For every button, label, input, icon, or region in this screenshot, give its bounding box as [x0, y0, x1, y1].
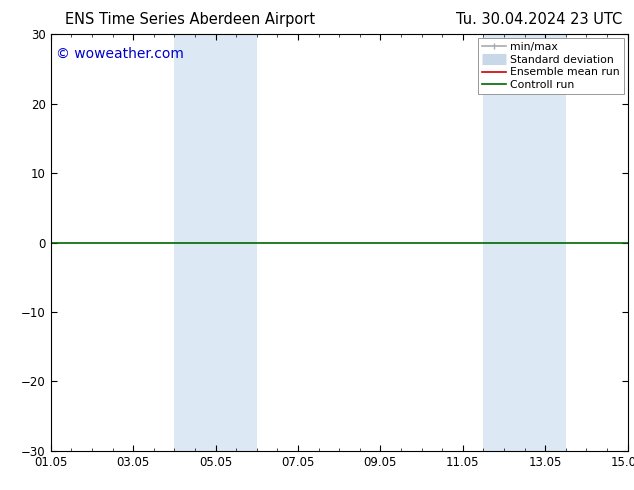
Text: Tu. 30.04.2024 23 UTC: Tu. 30.04.2024 23 UTC: [456, 12, 623, 27]
Bar: [174, 34, 257, 451]
Text: ENS Time Series Aberdeen Airport: ENS Time Series Aberdeen Airport: [65, 12, 315, 27]
Bar: [483, 34, 566, 451]
Text: © woweather.com: © woweather.com: [56, 47, 184, 61]
Legend: min/max, Standard deviation, Ensemble mean run, Controll run: min/max, Standard deviation, Ensemble me…: [478, 38, 624, 95]
